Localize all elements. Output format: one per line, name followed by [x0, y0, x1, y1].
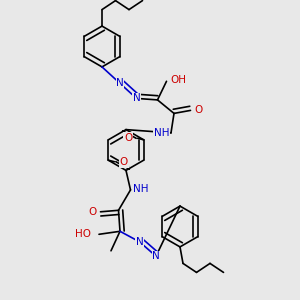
- Text: NH: NH: [154, 128, 170, 138]
- Text: O: O: [120, 157, 128, 167]
- Text: N: N: [133, 93, 140, 103]
- Text: O: O: [194, 105, 202, 116]
- Text: N: N: [116, 78, 124, 88]
- Text: HO: HO: [76, 229, 91, 239]
- Text: NH: NH: [133, 184, 148, 194]
- Text: N: N: [136, 237, 143, 247]
- Text: OH: OH: [171, 75, 187, 85]
- Text: N: N: [152, 251, 160, 261]
- Text: O: O: [124, 133, 132, 143]
- Text: O: O: [89, 207, 97, 217]
